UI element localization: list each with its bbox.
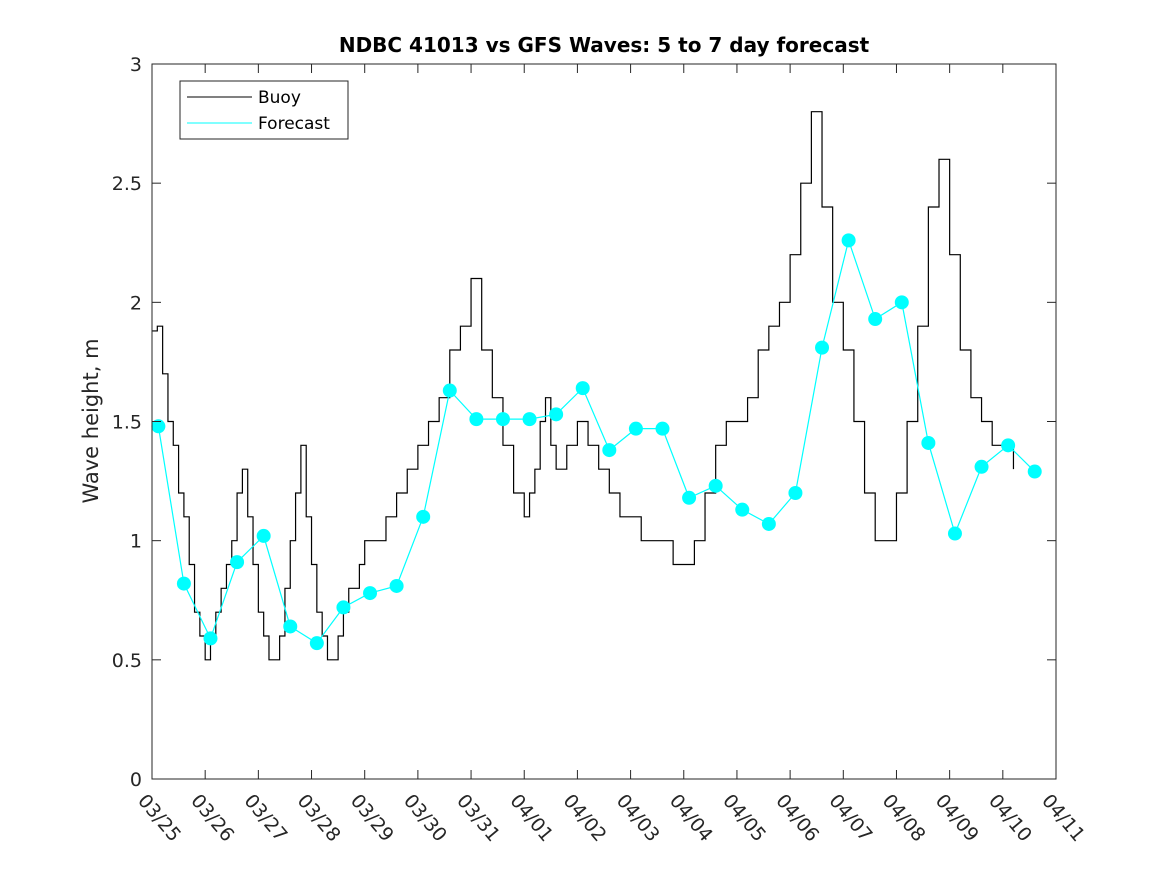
x-tick-label: 04/06 [771, 790, 823, 846]
x-tick-label: 04/11 [1037, 790, 1089, 846]
forecast-points [151, 233, 1042, 651]
forecast-point [761, 516, 776, 531]
forecast-point [1001, 438, 1016, 453]
x-tick-label: 03/31 [452, 790, 504, 846]
forecast-point [575, 381, 590, 396]
y-axis: 0 0.5 1 1.5 2 2.5 3 [112, 54, 1056, 791]
forecast-point [682, 490, 697, 505]
forecast-point [495, 412, 510, 427]
x-tick-label: 04/04 [665, 790, 717, 846]
forecast-series [157, 238, 1036, 644]
forecast-point [655, 421, 670, 436]
legend-box [179, 80, 349, 140]
y-tick-label: 2.5 [112, 173, 142, 195]
x-tick-label: 04/03 [612, 790, 664, 846]
forecast-point [602, 443, 617, 458]
y-tick-label: 1.5 [112, 412, 142, 434]
forecast-point [1027, 464, 1042, 479]
x-tick-label: 03/30 [399, 790, 451, 846]
forecast-point [203, 631, 218, 646]
forecast-point [442, 383, 457, 398]
x-tick-label: 04/07 [824, 790, 876, 846]
forecast-point [389, 578, 404, 593]
buoy-line [152, 111, 1015, 661]
forecast-point [921, 435, 936, 450]
forecast-point [974, 459, 989, 474]
x-tick-label: 03/25 [133, 790, 185, 846]
forecast-point [309, 636, 324, 651]
x-tick-label: 04/08 [878, 790, 930, 846]
x-tick-label: 03/29 [346, 790, 398, 846]
forecast-point [469, 412, 484, 427]
x-tick-label: 04/02 [559, 790, 611, 846]
x-tick-label: 04/10 [984, 790, 1036, 846]
y-tick-label: 0 [130, 769, 142, 791]
forecast-point [283, 619, 298, 634]
plot-area [152, 64, 1056, 779]
buoy-series [152, 111, 1015, 661]
x-tick-label: 04/09 [931, 790, 983, 846]
forecast-point [176, 576, 191, 591]
x-tick-label: 03/28 [293, 790, 345, 846]
forecast-point [708, 478, 723, 493]
forecast-point [549, 407, 564, 422]
forecast-point [336, 600, 351, 615]
x-tick-label: 03/26 [186, 790, 238, 846]
forecast-point [416, 509, 431, 524]
forecast-point [815, 340, 830, 355]
forecast-line [157, 238, 1036, 644]
forecast-point [841, 233, 856, 248]
x-tick-label: 03/27 [240, 790, 292, 846]
chart-title: NDBC 41013 vs GFS Waves: 5 to 7 day fore… [339, 33, 870, 57]
forecast-point [230, 555, 245, 570]
forecast-point [256, 528, 271, 543]
y-axis-label: Wave height, m [79, 338, 103, 503]
forecast-point [947, 526, 962, 541]
y-tick-label: 2 [130, 292, 142, 314]
y-tick-label: 3 [130, 54, 142, 76]
x-tick-label: 04/05 [718, 790, 770, 846]
forecast-point [151, 419, 166, 434]
legend-forecast-label: Forecast [258, 114, 330, 134]
forecast-point [628, 421, 643, 436]
legend-buoy-label: Buoy [258, 88, 301, 108]
y-tick-label: 1 [130, 531, 142, 553]
forecast-point [735, 502, 750, 517]
forecast-point [868, 312, 883, 327]
legend: Buoy Forecast [179, 80, 349, 140]
x-tick-label: 04/01 [505, 790, 557, 846]
forecast-point [363, 586, 378, 601]
forecast-point [522, 412, 537, 427]
plot-background [152, 64, 1056, 779]
y-tick-label: 0.5 [112, 650, 142, 672]
forecast-point [894, 295, 909, 310]
forecast-point [788, 486, 803, 500]
